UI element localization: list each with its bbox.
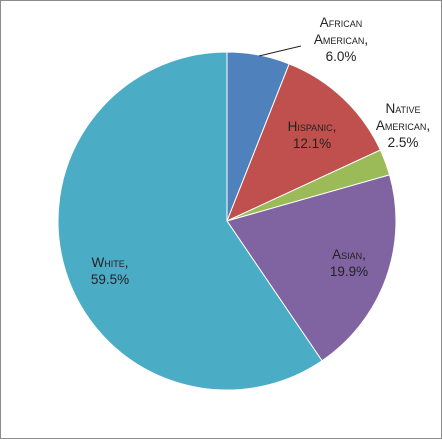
pie-slice-asian	[226, 174, 397, 362]
label-african-american-name-line-1: African	[320, 15, 363, 30]
pie-slices	[57, 51, 397, 391]
pie-slice-hispanic	[226, 63, 382, 222]
african-american-leader-line	[258, 45, 302, 57]
label-white-name-line-1: White,	[92, 255, 129, 270]
label-hispanic-value: 12.1%	[293, 136, 331, 151]
label-african-american-value: 6.0%	[326, 49, 357, 64]
pie-labels: African American, 6.0% Hispanic, 12.1% Native…	[91, 15, 430, 287]
label-native-american-name-line-2: American,	[376, 118, 430, 133]
label-african-american-name-line-2: American,	[314, 32, 368, 47]
label-asian-name-line-1: Asian,	[332, 247, 366, 262]
label-native-american-name-line-1: Native	[385, 101, 420, 116]
label-white-value: 59.5%	[91, 272, 129, 287]
label-hispanic-name-line-1: Hispanic,	[288, 119, 337, 134]
label-native-american-value: 2.5%	[388, 135, 419, 150]
label-asian-value: 19.9%	[330, 264, 368, 279]
pie-slice-white	[57, 51, 323, 391]
